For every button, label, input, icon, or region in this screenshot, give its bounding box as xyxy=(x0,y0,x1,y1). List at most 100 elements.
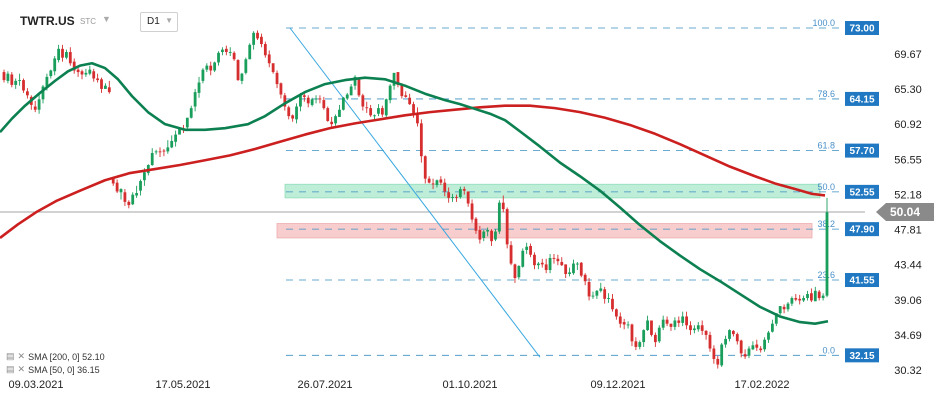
level-tag-label: 73.00 xyxy=(849,24,874,35)
candle-body xyxy=(49,70,53,77)
candle-body xyxy=(439,179,443,183)
y-tick-label: 43.44 xyxy=(894,260,922,272)
close-icon[interactable]: ✕ xyxy=(17,351,26,361)
candle-body xyxy=(552,257,556,259)
candle-body xyxy=(37,99,41,110)
candle-body xyxy=(509,245,513,264)
candle-body xyxy=(41,86,45,100)
candle-body xyxy=(544,264,548,270)
candle-body xyxy=(107,87,111,93)
candle-body xyxy=(821,295,825,299)
candle-body xyxy=(139,181,142,191)
candle-body xyxy=(119,189,123,193)
indicator-settings-icon[interactable]: ▤ xyxy=(6,351,15,361)
candle-body xyxy=(494,231,497,240)
candle-body xyxy=(57,48,61,61)
chart-type-label[interactable]: STC xyxy=(80,17,96,26)
candle-body xyxy=(135,193,139,196)
y-axis: 69.67 65.30 60.92 56.55 52.18 47.81 43.44 39.06… xyxy=(894,49,922,377)
x-tick-label: 09.03.2021 xyxy=(8,379,63,391)
candle-body xyxy=(536,263,540,266)
candle-body xyxy=(564,264,568,275)
candle-body xyxy=(817,291,821,299)
candle-body xyxy=(572,263,575,274)
candle-body xyxy=(22,80,25,91)
candle-body xyxy=(123,192,127,202)
candle-body xyxy=(185,117,189,128)
legend-sma50-label: SMA [50, 0] 36.15 xyxy=(28,364,100,375)
candle-body xyxy=(521,250,525,267)
candle-body xyxy=(221,49,224,53)
candle-body xyxy=(96,78,100,81)
candle-body xyxy=(720,344,724,366)
candle-body xyxy=(115,182,119,192)
candle-body xyxy=(548,257,552,270)
candle-body xyxy=(291,115,295,119)
candle-body xyxy=(295,106,298,120)
candle-body xyxy=(618,316,622,324)
x-tick-label: 09.12.2021 xyxy=(590,379,645,391)
candle-body xyxy=(404,95,408,97)
candle-body xyxy=(365,107,369,109)
level-tag-label: 41.55 xyxy=(849,276,874,287)
candle-body xyxy=(318,98,322,100)
chart-type-dropdown-icon[interactable]: ▼ xyxy=(102,14,111,24)
candle-body xyxy=(201,69,205,81)
candle-body xyxy=(357,77,361,96)
candle-body xyxy=(244,59,248,73)
candle-body xyxy=(279,83,283,95)
legend-sma50[interactable]: ▤ ✕ SMA [50, 0] 36.15 xyxy=(6,364,100,375)
candle-body xyxy=(685,316,688,326)
candle-body xyxy=(217,52,220,63)
candle-body xyxy=(338,109,341,117)
candle-body xyxy=(786,303,790,310)
chevron-down-icon: ▼ xyxy=(165,16,173,25)
candle-body xyxy=(533,254,536,266)
zone-resistance[interactable] xyxy=(284,183,821,199)
candle-body xyxy=(197,82,201,93)
timeframe-dropdown[interactable]: D1 ▼ xyxy=(140,12,178,32)
candle-body xyxy=(735,334,739,342)
candle-body xyxy=(65,52,68,58)
candle-body xyxy=(599,288,603,291)
candle-body xyxy=(455,197,458,198)
candle-body xyxy=(10,74,14,85)
candle-body xyxy=(252,32,256,45)
candle-body xyxy=(412,104,415,113)
sma50-line xyxy=(0,61,829,325)
legend-sma200[interactable]: ▤ ✕ SMA [200, 0] 52.10 xyxy=(6,351,105,362)
candle-body xyxy=(681,316,685,323)
candle-body xyxy=(193,92,197,107)
current-price-tag xyxy=(876,202,934,221)
candle-body xyxy=(462,189,466,191)
candle-body xyxy=(770,323,774,332)
candle-body xyxy=(143,172,146,181)
candle-body xyxy=(72,61,76,71)
candle-body xyxy=(174,134,178,142)
candle-body xyxy=(517,265,521,278)
candle-body xyxy=(556,258,560,262)
candle-body xyxy=(18,80,22,81)
candle-body xyxy=(611,298,614,310)
candle-body xyxy=(435,180,439,186)
candle-body xyxy=(377,108,380,114)
zone-support[interactable] xyxy=(276,223,813,239)
candle-body xyxy=(443,182,447,192)
candle-body xyxy=(646,320,649,331)
candle-body xyxy=(353,76,357,86)
candle-body xyxy=(482,231,486,238)
close-icon[interactable]: ✕ xyxy=(17,364,26,374)
level-tag-label: 52.55 xyxy=(849,187,874,198)
level-tag xyxy=(845,273,879,288)
candle-body xyxy=(591,295,595,297)
candle-body xyxy=(677,320,681,323)
candle-body xyxy=(53,58,57,72)
candle-body xyxy=(767,332,770,340)
indicator-settings-icon[interactable]: ▤ xyxy=(6,364,15,374)
candle-body xyxy=(45,76,49,87)
candle-body xyxy=(111,178,115,184)
candle-body xyxy=(497,202,501,232)
candle-body xyxy=(700,325,704,331)
symbol-label[interactable]: TWTR.US xyxy=(20,14,75,28)
